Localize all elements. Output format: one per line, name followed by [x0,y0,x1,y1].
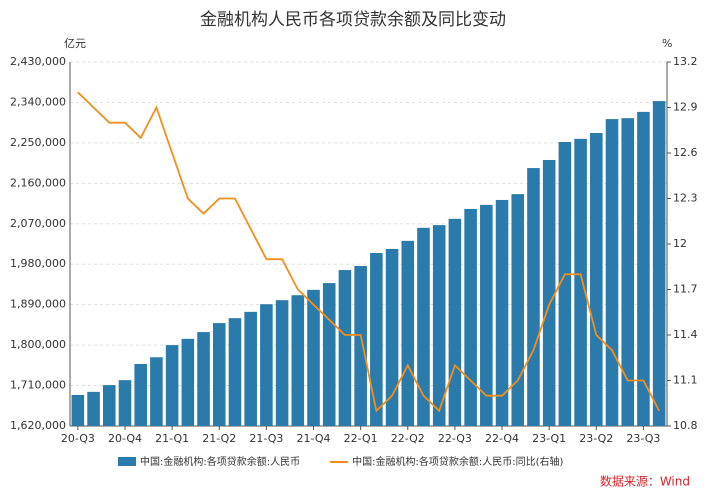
y-tick-label: 1,620,000 [10,419,66,432]
x-tick-label: 22-Q3 [438,432,472,445]
bar [197,332,210,426]
bar [354,266,367,426]
legend-label: 中国:金融机构:各项贷款余额:人民币:同比(右轴) [352,455,563,468]
bar [637,111,650,427]
bar [480,204,493,426]
y2-tick-label: 11.7 [673,283,698,296]
x-tick-label: 22-Q2 [391,432,425,445]
bar [652,101,666,426]
bar [322,283,336,426]
bar [401,240,415,426]
bar [417,227,430,426]
x-tick-label: 23-Q1 [532,432,566,445]
bar [338,270,352,426]
x-tick-label: 20-Q4 [108,432,142,445]
y2-axis-label: % [662,37,672,50]
source: 数据来源：Wind [600,474,690,489]
bar [260,304,273,426]
y2-tick-label: 12.3 [673,192,698,205]
y-tick-label: 2,250,000 [10,136,66,149]
bar [87,391,100,426]
bar [590,133,603,426]
y2-tick-label: 11.1 [673,374,698,387]
bar [165,345,179,426]
bar [307,289,320,426]
y-tick-label: 2,340,000 [10,95,66,108]
y2-tick-label: 12 [673,237,687,250]
bar [527,168,540,426]
bar [291,295,305,426]
x-tick-label: 21-Q3 [249,432,283,445]
bar [558,141,572,427]
y-tick-label: 1,710,000 [10,379,66,392]
y2-tick-label: 11.4 [673,328,698,341]
bar [574,138,587,426]
bar [605,119,619,427]
x-tick-label: 20-Q3 [61,432,95,445]
bar [432,225,446,426]
x-tick-label: 23-Q2 [579,432,613,445]
x-tick-label: 22-Q4 [485,432,519,445]
chart-title: 金融机构人民币各项贷款余额及同比变动 [200,10,506,30]
bar [385,248,399,426]
bar [228,318,242,426]
bar [212,323,226,426]
y-axis-label: 亿元 [64,37,86,50]
y-tick-label: 1,890,000 [10,298,66,311]
bar [181,338,195,426]
y2-tick-label: 10.8 [673,419,698,432]
x-tick-label: 21-Q2 [202,432,236,445]
line [77,91,660,413]
x-tick-label: 21-Q4 [296,432,330,445]
x-tick-label: 22-Q1 [344,432,378,445]
y2-tick-label: 12.9 [673,101,698,114]
bar [621,118,635,426]
bar [134,363,147,426]
bar [495,199,509,426]
bar [464,208,477,426]
bar [118,380,132,426]
y2-tick-label: 13.2 [673,55,698,68]
legend-label: 中国:金融机构:各项贷款余额:人民币 [140,455,300,468]
x-tick-label: 23-Q3 [626,432,660,445]
bar [71,394,85,426]
bar [370,252,383,426]
y-tick-label: 1,800,000 [10,338,66,351]
bar [150,357,163,426]
y2-tick-label: 12.6 [673,146,698,159]
bar [275,300,289,426]
y-tick-label: 2,070,000 [10,217,66,230]
bar [102,385,116,426]
y-tick-label: 2,160,000 [10,176,66,189]
y-tick-label: 2,430,000 [10,55,66,68]
x-tick-label: 21-Q1 [155,432,189,445]
legend-swatch [118,457,136,466]
bar [244,311,257,426]
bar [448,218,462,426]
bar [511,194,525,426]
y-tick-label: 1,980,000 [10,257,66,270]
bar [542,159,556,426]
